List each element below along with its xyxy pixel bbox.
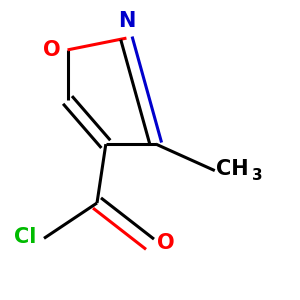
Text: CH: CH <box>216 159 249 179</box>
Text: O: O <box>158 233 175 253</box>
Text: O: O <box>43 40 60 60</box>
Text: N: N <box>118 11 135 31</box>
Text: Cl: Cl <box>14 227 37 247</box>
Text: 3: 3 <box>252 168 262 183</box>
